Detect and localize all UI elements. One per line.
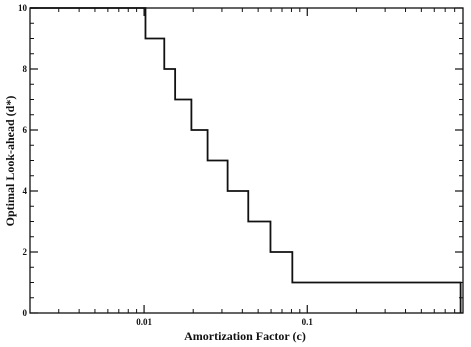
- y-tick-label: 4: [23, 186, 28, 196]
- x-tick-label: 0.01: [136, 317, 152, 327]
- y-tick-label: 6: [23, 125, 28, 135]
- y-tick-label: 0: [23, 308, 28, 318]
- plot-frame: [29, 7, 464, 314]
- x-axis-ticks: 0.01 0.1: [136, 8, 313, 327]
- x-tick-label: 0.1: [302, 317, 314, 327]
- y-tick-label: 10: [18, 3, 28, 13]
- y-minor-ticks: [30, 22, 463, 299]
- y-axis-label: Optimal Look-ahead (d*): [3, 96, 17, 227]
- x-axis-label: Amortization Factor (c): [184, 329, 306, 343]
- y-tick-label: 2: [23, 247, 28, 257]
- y-tick-label: 8: [23, 64, 28, 74]
- y-axis-ticks: 0 2 4 6 8 10: [18, 3, 463, 318]
- series-step-line: [30, 7, 462, 313]
- x-minor-ticks: [29, 8, 464, 313]
